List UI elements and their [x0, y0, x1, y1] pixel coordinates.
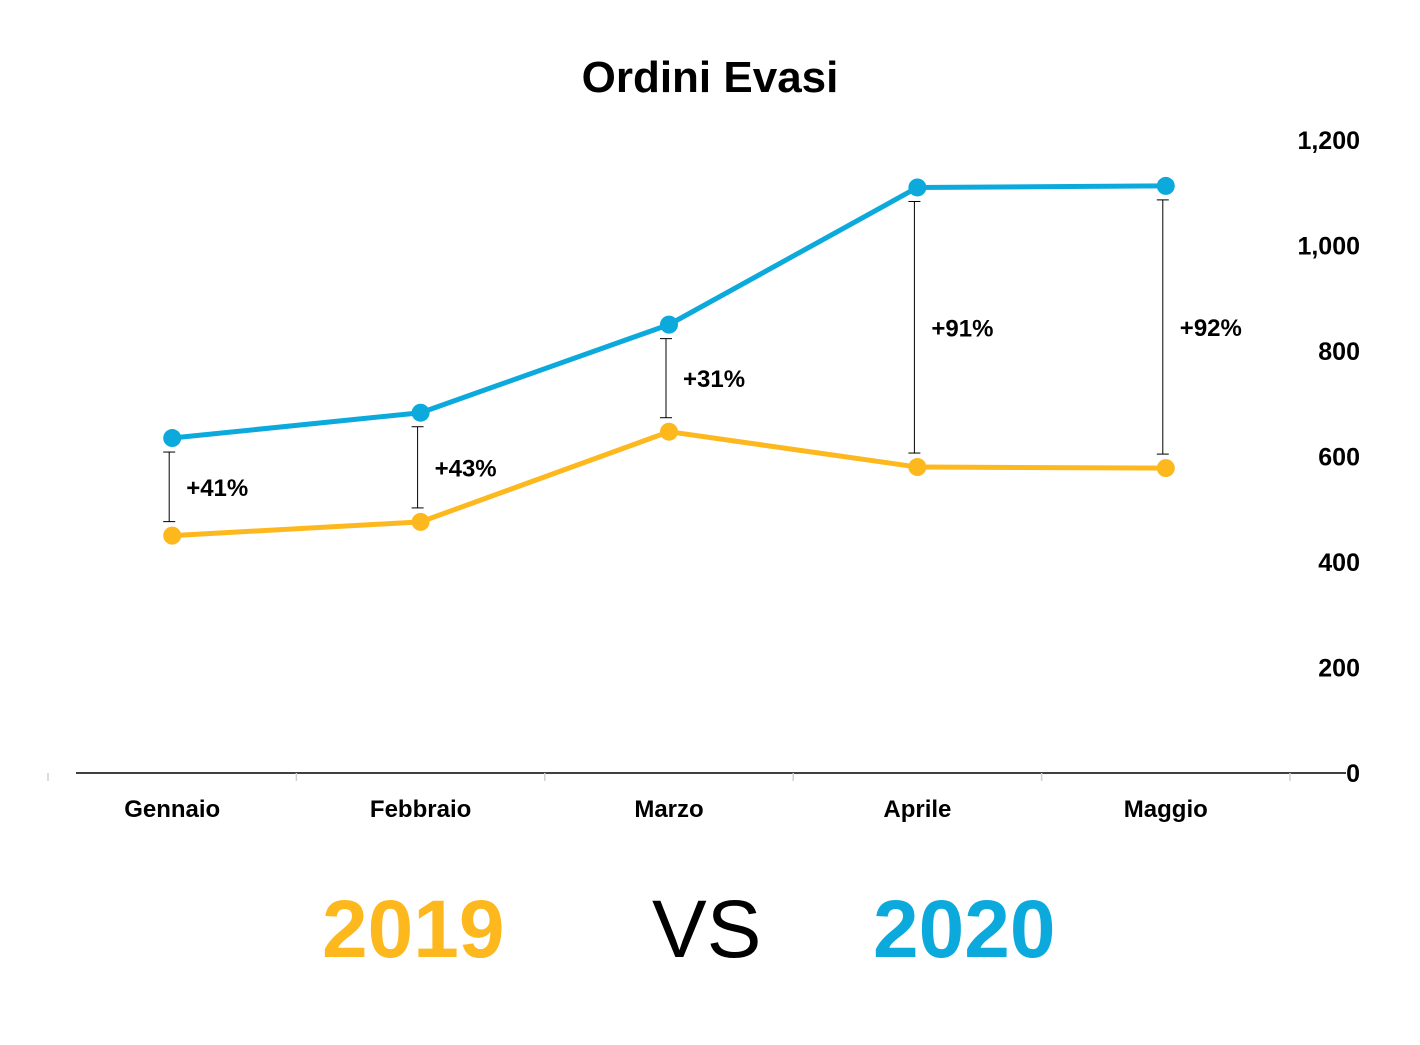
- difference-markers: +41% +43% +31% +91% +92%: [163, 199, 1242, 523]
- data-point-2019: [908, 458, 927, 477]
- y-tick-label: 800: [1318, 338, 1360, 366]
- data-points: [163, 176, 1175, 545]
- series-line-2019: [169, 429, 1169, 539]
- y-tick-label: 0: [1346, 760, 1360, 788]
- data-point-2020: [660, 315, 678, 334]
- y-tick-label: 1,000: [1297, 233, 1360, 261]
- difference-label: +91%: [931, 315, 993, 342]
- data-point-2020: [411, 403, 430, 422]
- data-point-2019: [660, 422, 678, 441]
- x-tick-label: Maggio: [1124, 796, 1208, 823]
- legend-vs: VS: [652, 884, 762, 975]
- y-tick-label: 400: [1318, 549, 1360, 577]
- x-tick-label: Gennaio: [124, 796, 220, 823]
- y-tick-label: 200: [1318, 655, 1360, 683]
- data-point-2020: [1156, 176, 1175, 195]
- y-tick-label: 600: [1318, 444, 1360, 472]
- data-point-2019: [411, 512, 430, 531]
- axes: Gennaio Febbraio Marzo Aprile Maggio 0 200 400 6…: [47, 127, 1360, 823]
- x-tick-label: Aprile: [883, 796, 951, 823]
- difference-label: +31%: [683, 366, 745, 393]
- difference-label: +43%: [435, 455, 497, 482]
- y-tick-label: 1,200: [1297, 127, 1360, 155]
- legend-year-2020: 2020: [873, 884, 1056, 975]
- data-point-2019: [163, 526, 182, 545]
- difference-label: +41%: [186, 475, 248, 502]
- series-line-2020: [169, 183, 1169, 441]
- difference-label: +92%: [1180, 315, 1242, 342]
- legend: 2019 VS 2020: [0, 880, 1420, 990]
- data-point-2019: [1156, 459, 1175, 478]
- legend-year-2019: 2019: [322, 884, 505, 975]
- line-chart: Ordini Evasi Gennaio Febbraio Marzo Aprile M…: [47, 53, 1360, 823]
- x-tick-label: Febbraio: [370, 796, 471, 823]
- chart-title: Ordini Evasi: [582, 53, 839, 102]
- x-tick-label: Marzo: [634, 796, 703, 823]
- data-point-2020: [163, 429, 182, 448]
- data-point-2020: [908, 178, 927, 197]
- series-lines: [169, 183, 1169, 539]
